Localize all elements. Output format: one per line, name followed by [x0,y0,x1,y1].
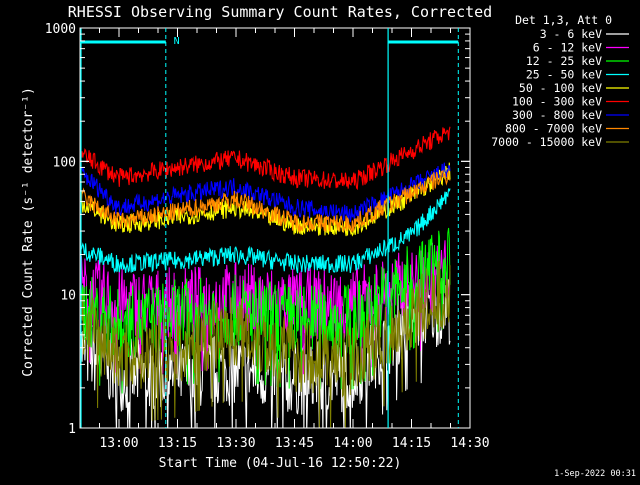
legend-label: 12 - 25 keV [526,54,602,68]
legend-label: 100 - 300 keV [512,95,602,109]
x-tick-label: 14:30 [450,436,489,451]
legend-label: 800 - 7000 keV [505,122,602,136]
legend-title: Det 1,3, Att 0 [515,13,612,27]
y-tick-label: 1 [68,422,76,437]
y-axis-label: Corrected Count Rate (s⁻¹ detector⁻¹) [21,87,36,377]
series-line-6 [80,162,451,223]
legend-label: 25 - 50 keV [526,68,602,82]
night-annotation: N [174,36,180,47]
x-tick-label: 14:00 [333,436,372,451]
x-tick-label: 13:00 [99,436,138,451]
x-tick-label: 13:45 [275,436,314,451]
chart-title: RHESSI Observing Summary Count Rates, Co… [68,3,492,21]
plot-area [80,126,451,428]
y-tick-label: 100 [53,155,76,170]
x-axis-label: Start Time (04-Jul-16 12:50:22) [159,456,402,471]
x-tick-label: 13:15 [158,436,197,451]
x-tick-label: 13:30 [216,436,255,451]
timestamp-footer: 1-Sep-2022 00:31 [554,469,636,479]
legend-label: 3 - 6 keV [540,27,602,41]
legend-label: 6 - 12 keV [533,41,602,55]
axes: N 13:00 13:15 13:30 13:45 14:00 14:15 14:30 1 10 1… [45,22,490,451]
y-tick-label: 1000 [45,22,76,37]
y-tick-label: 10 [60,289,76,304]
legend-label: 50 - 100 keV [519,81,602,95]
series-line-5 [80,126,451,191]
legend-label: 300 - 800 keV [512,108,602,122]
x-tick-label: 14:15 [392,436,431,451]
legend-label: 7000 - 15000 keV [491,135,602,149]
